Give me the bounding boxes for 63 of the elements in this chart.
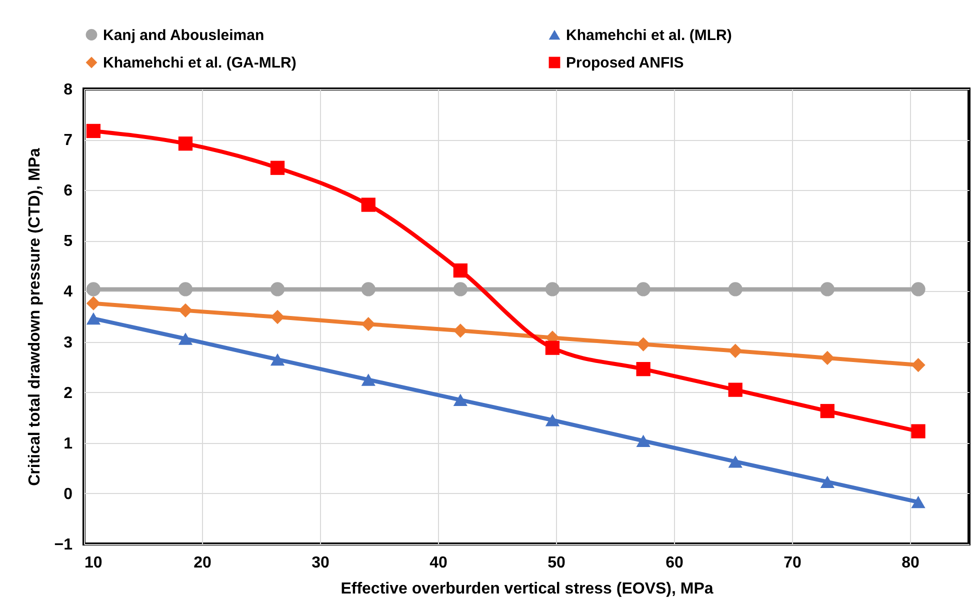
point [728, 455, 742, 468]
point [636, 282, 650, 296]
x-tick-label: 20 [194, 554, 212, 572]
y-tick-label: 1 [64, 435, 73, 452]
x-tick-label: 30 [312, 554, 330, 572]
legend-label: Khamehchi et al. (MLR) [566, 26, 732, 44]
y-tick-label: 4 [64, 284, 73, 301]
point [270, 160, 285, 175]
point [453, 394, 468, 406]
point [178, 282, 193, 296]
x-tick-label: 10 [84, 554, 102, 572]
point [270, 282, 285, 296]
y-tick-label: 6 [64, 182, 73, 200]
point [820, 282, 834, 296]
point [545, 414, 560, 426]
point [361, 374, 376, 386]
x-tick-label: 80 [902, 554, 920, 572]
point [911, 424, 926, 438]
point [86, 124, 101, 138]
y-tick-label: 0 [64, 486, 73, 503]
y-tick-label: 3 [64, 334, 73, 352]
y-tick-label: 5 [64, 233, 73, 250]
y-tick-label: 8 [64, 82, 73, 98]
point [820, 404, 834, 418]
point [820, 476, 834, 488]
point [178, 136, 193, 151]
point [453, 282, 468, 296]
y-axis-title: Critical total drawdown pressure (CTD), MPa [26, 148, 44, 486]
y-tick-label: −1 [54, 536, 73, 554]
point [728, 382, 742, 397]
point [636, 434, 650, 447]
y-tick-label: 2 [64, 384, 73, 402]
point [178, 332, 193, 345]
point [820, 350, 834, 366]
point [86, 296, 101, 310]
point [911, 282, 926, 296]
point [911, 496, 926, 508]
point [545, 282, 560, 296]
point [453, 324, 468, 338]
point [178, 303, 193, 318]
x-axis-title: Effective overburden vertical stress (EOVS), MPa [340, 580, 714, 598]
y-tick-label: 7 [64, 132, 73, 150]
point [911, 358, 926, 372]
point [86, 282, 101, 296]
x-tick-label: 50 [548, 554, 566, 572]
x-tick-label: 40 [430, 554, 448, 572]
point [86, 312, 101, 325]
point [728, 344, 742, 358]
point [361, 317, 376, 332]
x-tick-label: 60 [666, 554, 684, 572]
point [453, 263, 468, 278]
point [636, 362, 650, 376]
point [636, 337, 650, 352]
point [361, 198, 376, 212]
x-tick-label: 70 [784, 554, 802, 572]
point [545, 340, 560, 355]
point [270, 353, 285, 366]
legend-label: Kanj and Abousleiman [103, 26, 264, 44]
point [361, 282, 376, 296]
point [728, 282, 742, 296]
legend-label: Proposed ANFIS [566, 54, 684, 72]
legend-label: Khamehchi et al. (GA-MLR) [103, 54, 296, 72]
point [270, 310, 285, 324]
